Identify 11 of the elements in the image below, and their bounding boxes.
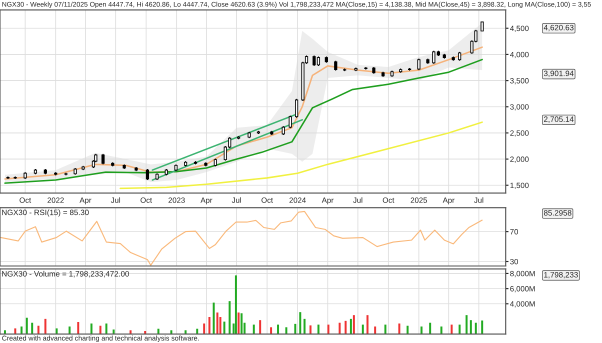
candlestick: [295, 98, 298, 118]
candlestick: [417, 58, 420, 71]
candlestick: [288, 115, 292, 129]
candlestick: [334, 60, 338, 72]
candlestick: [101, 153, 105, 165]
candlestick: [316, 56, 320, 66]
candlestick: [312, 54, 316, 66]
candlestick: [480, 22, 484, 32]
line-series: [120, 121, 483, 190]
line-series: [0, 210, 483, 266]
candlestick: [146, 168, 150, 181]
